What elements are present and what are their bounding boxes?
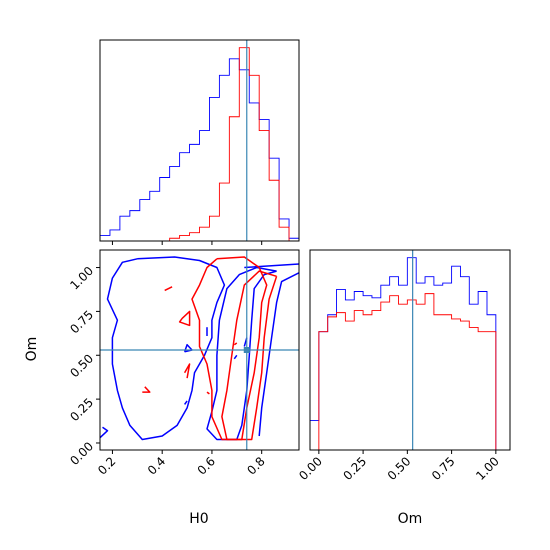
contour-blue-2: [258, 272, 299, 437]
joint-yticklabel-3: 0.75: [67, 308, 96, 337]
contour-blue-8: [183, 400, 188, 405]
contour-blue-5: [183, 343, 193, 353]
joint-contour-panel: 0.2 0.4 0.6 0.8 0.00 0.25 0.50 0.75 1.00: [67, 249, 300, 478]
om-marginal-panel: 0.00 0.25 0.50 0.75 1.00: [296, 249, 511, 483]
contour-red-4: [164, 286, 173, 292]
joint-xticklabel-2: 0.6: [195, 454, 218, 477]
om-hist-xticklabel-3: 0.75: [429, 454, 458, 483]
h0-hist-frame: [99, 39, 300, 242]
joint-xticklabel-1: 0.4: [145, 454, 168, 477]
om-hist-series-0: [310, 257, 505, 451]
joint-xticklabel-3: 0.8: [244, 454, 267, 477]
om-hist-xticklabel-2: 0.50: [385, 454, 414, 483]
joint-truth-marker: [243, 347, 250, 353]
om-hist-xticklabel-4: 1.00: [473, 454, 502, 483]
joint-yticklabel-4: 1.00: [67, 264, 96, 293]
om-hist-series-1: [310, 293, 505, 451]
om-hist-xticklabel-1: 0.25: [340, 454, 369, 483]
h0-hist-series-0: [100, 58, 299, 239]
joint-plot-area: [100, 256, 299, 441]
x-axis-label-h0: H0: [189, 511, 208, 527]
contour-red-0: [191, 256, 268, 441]
joint-yticklabel-2: 0.50: [67, 351, 96, 380]
om-hist-xticklabel-0: 0.00: [296, 454, 325, 483]
x-axis-label-om: Om: [398, 511, 423, 527]
contour-blue-0: [106, 256, 226, 441]
om-hist-frame: [309, 249, 511, 451]
contour-red-6: [206, 391, 210, 395]
joint-yticklabel-0: 0.00: [67, 439, 96, 468]
joint-frame: [99, 249, 300, 451]
contour-red-1: [221, 270, 278, 441]
contour-blue-4: [100, 426, 109, 439]
contour-red-5: [183, 363, 191, 379]
contour-blue-3: [206, 266, 277, 441]
y-axis-label-om: Om: [24, 337, 40, 362]
joint-xticklabel-0: 0.2: [95, 454, 118, 477]
contour-red-7: [233, 342, 238, 346]
contour-red-2: [178, 310, 191, 327]
joint-yticklabel-1: 0.25: [67, 395, 96, 424]
contour-red-3: [142, 386, 151, 393]
contour-blue-7: [233, 354, 238, 360]
contour-blue-1: [244, 263, 299, 269]
h0-marginal-panel: [99, 39, 300, 245]
